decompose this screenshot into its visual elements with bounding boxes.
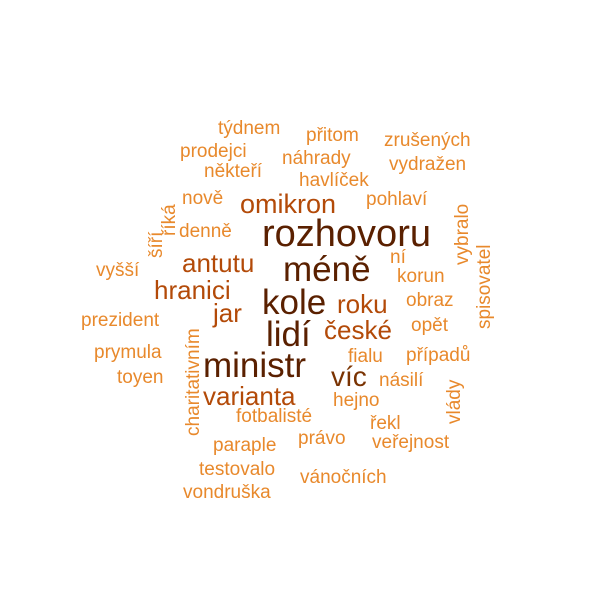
word-korun: korun <box>397 266 445 287</box>
word-antutu: antutu <box>182 248 254 278</box>
word-pravo: právo <box>298 428 346 449</box>
word-rekl: řekl <box>370 413 401 434</box>
word-jar: jar <box>212 298 242 328</box>
word-varianta: varianta <box>203 381 296 411</box>
word-paraple: paraple <box>213 435 276 456</box>
word-omikron: omikron <box>240 189 336 219</box>
word-ministr: ministr <box>203 346 306 385</box>
word-hranici: hranici <box>154 275 231 305</box>
word-vic: víc <box>331 361 367 392</box>
word-ni: ní <box>390 247 407 268</box>
word-opet: opět <box>411 315 449 336</box>
word-pritom: přitom <box>306 125 359 146</box>
word-toyen: toyen <box>117 367 163 388</box>
word-vanocnich: vánočních <box>300 467 387 488</box>
word-prezident: prezident <box>81 310 160 331</box>
word-siri: šíří <box>146 231 167 258</box>
word-ceske: české <box>324 315 392 345</box>
word-havlicek: havlíček <box>299 170 369 191</box>
word-nove: nově <box>182 188 223 209</box>
word-spisovatel: spisovatel <box>474 245 495 330</box>
word-mene: méně <box>283 250 371 289</box>
word-obraz: obraz <box>406 290 454 311</box>
word-lidi: lidí <box>266 315 311 354</box>
word-prymula: prymula <box>94 342 162 363</box>
word-vyssi: vyšší <box>96 260 140 281</box>
word-rika: říká <box>159 204 180 236</box>
word-kole: kole <box>262 283 326 322</box>
word-vybralo: vybralo <box>452 204 473 265</box>
word-pripadu: případů <box>406 345 470 366</box>
word-roku: roku <box>337 289 388 319</box>
word-fialu: fialu <box>348 346 383 367</box>
word-rozhovoru: rozhovoru <box>262 213 431 255</box>
word-fotbaliste: fotbalisté <box>236 406 312 427</box>
word-zrusenych: zrušených <box>384 130 471 151</box>
word-vondruska: vondruška <box>183 482 271 503</box>
word-nahrady: náhrady <box>282 148 351 169</box>
word-charitativnim: charitativním <box>183 328 204 436</box>
word-nekteri: někteří <box>204 161 263 182</box>
word-hejno: hejno <box>333 390 380 411</box>
word-denne: denně <box>179 221 232 242</box>
word-vydrazen: vydražen <box>389 154 466 175</box>
word-vlady: vlády <box>444 379 465 424</box>
word-pohlavi: pohlaví <box>366 189 428 210</box>
word-prodejci: prodejci <box>180 141 247 162</box>
word-nasili: násilí <box>379 370 424 391</box>
word-verejnost: veřejnost <box>372 432 450 453</box>
word-tydnem: týdnem <box>218 118 280 139</box>
word-testovalo: testovalo <box>199 459 275 480</box>
